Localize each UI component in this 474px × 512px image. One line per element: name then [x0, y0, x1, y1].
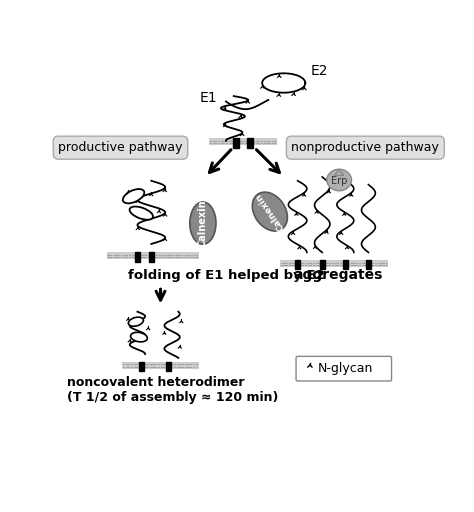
Text: E1: E1 [200, 92, 217, 105]
Text: aggregates: aggregates [293, 268, 383, 283]
Bar [280, 260, 388, 267]
Bar [138, 362, 144, 371]
Ellipse shape [129, 206, 153, 220]
Text: N-glycan: N-glycan [318, 362, 373, 375]
Ellipse shape [190, 202, 216, 244]
Text: nonproductive pathway: nonproductive pathway [292, 141, 439, 154]
Text: productive pathway: productive pathway [58, 141, 183, 154]
Bar [366, 260, 371, 269]
Polygon shape [335, 169, 344, 176]
Text: folding of E1 helped by E2: folding of E1 helped by E2 [128, 269, 325, 282]
FancyBboxPatch shape [296, 356, 392, 381]
Bar [107, 252, 199, 260]
Text: noncovalent heterodimer
(T 1/2 of assembly ≈ 120 min): noncovalent heterodimer (T 1/2 of assemb… [66, 376, 278, 403]
Ellipse shape [327, 169, 352, 191]
Bar [320, 260, 325, 269]
Ellipse shape [128, 317, 144, 326]
Bar [343, 260, 347, 269]
Bar [233, 138, 239, 147]
Bar [165, 362, 171, 371]
Bar [209, 138, 277, 145]
Text: E2: E2 [310, 63, 328, 78]
Bar [247, 138, 253, 147]
Text: Calnexin: Calnexin [254, 191, 286, 232]
Bar [135, 252, 140, 262]
Ellipse shape [252, 192, 287, 231]
Ellipse shape [123, 189, 145, 203]
Text: Calnexin: Calnexin [198, 199, 208, 247]
Bar [295, 260, 300, 269]
Bar [122, 362, 199, 369]
Bar [149, 252, 154, 262]
Ellipse shape [131, 332, 147, 342]
Text: Erp: Erp [331, 176, 347, 186]
